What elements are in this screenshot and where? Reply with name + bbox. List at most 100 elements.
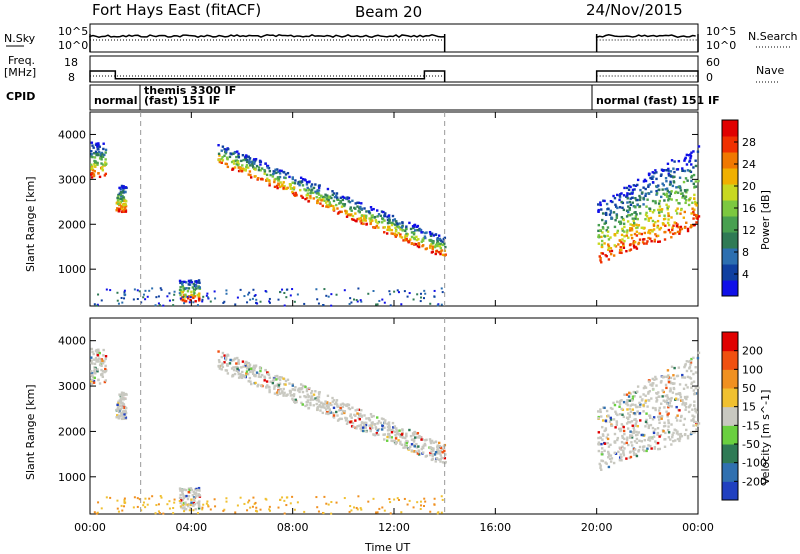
power-point [677,159,681,163]
power-point [96,147,99,150]
velocity-point [681,403,684,406]
power-point [629,203,633,207]
velocity-point [337,405,340,408]
power-point [405,225,408,228]
velocity-point [696,356,700,360]
power-point [664,188,667,191]
power-point [644,218,647,221]
power-point [682,180,686,184]
power-point [655,171,658,174]
power-point [347,200,350,203]
noise-sky-line [595,33,696,39]
power-point [120,207,124,210]
power-point [330,196,333,200]
velocity-point [195,489,199,492]
power-point [337,198,340,202]
power-point [233,151,236,154]
velocity-point [122,417,125,420]
velocity-point [644,420,648,424]
velocity-point [391,421,395,425]
power-point [231,167,235,171]
power-point [198,292,201,295]
power-point [389,293,392,296]
power-point [436,304,439,307]
power-point [201,298,204,301]
velocity-point [692,380,696,383]
power-point [225,292,228,295]
velocity-point [360,426,363,429]
power-point [610,249,614,253]
power-point [276,186,279,190]
velocity-point [603,442,607,445]
velocity-point [685,428,688,432]
velocity-point [254,381,257,385]
power-point [123,294,126,297]
y-tick-label: 1000 [58,263,86,276]
velocity-point [670,443,673,446]
velocity-point [363,425,366,428]
velocity-point [627,417,630,421]
velocity-point [694,365,697,369]
power-point [615,214,619,217]
power-point [123,291,126,294]
velocity-point [436,445,439,449]
velocity-point [662,390,665,394]
power-point [142,293,145,296]
power-point [621,206,624,209]
power-point [376,215,379,218]
power-point [332,207,336,210]
power-point [182,294,186,297]
power-point [362,214,366,218]
power-point [257,166,261,169]
velocity-point [354,419,357,422]
velocity-point [686,386,689,389]
velocity-point [223,361,226,364]
velocity-point [600,450,604,454]
power-point [662,222,665,226]
power-point [625,186,629,190]
velocity-point [679,396,683,399]
power-point [632,242,635,245]
power-point [400,303,403,306]
velocity-point [430,450,433,453]
velocity-point [401,429,404,432]
power-point [599,201,602,204]
velocity-point [325,412,328,415]
power-point [647,185,650,189]
velocity-point [674,429,678,432]
velocity-point [652,435,656,438]
velocity-point [609,443,612,447]
velocity-point [638,412,642,415]
velocity-point [613,440,617,443]
power-point [309,195,312,198]
velocity-point [158,512,161,515]
power-point [609,236,612,239]
velocity-point [100,358,103,361]
power-point [252,288,255,291]
velocity-point [305,387,309,391]
x-tick-label: 04:00 [175,521,207,534]
velocity-point [323,406,326,409]
power-point [654,221,657,224]
velocity-point [395,429,399,432]
power-point [677,225,680,229]
power-point [146,295,149,298]
velocity-point [428,438,432,441]
power-point [116,207,119,210]
velocity-point [266,371,269,374]
power-point [684,156,687,160]
velocity-point [623,432,626,436]
velocity-point [685,360,689,363]
power-point [331,193,335,197]
power-point [100,166,104,170]
power-point [289,185,292,188]
velocity-point [207,505,210,508]
power-point [93,152,96,155]
velocity-point [642,404,645,407]
velocity-point [436,512,439,515]
x-tick-label: 16:00 [479,521,511,534]
power-point [332,199,336,203]
velocity-point [90,356,93,359]
power-point [391,232,395,235]
power-point [655,234,658,238]
